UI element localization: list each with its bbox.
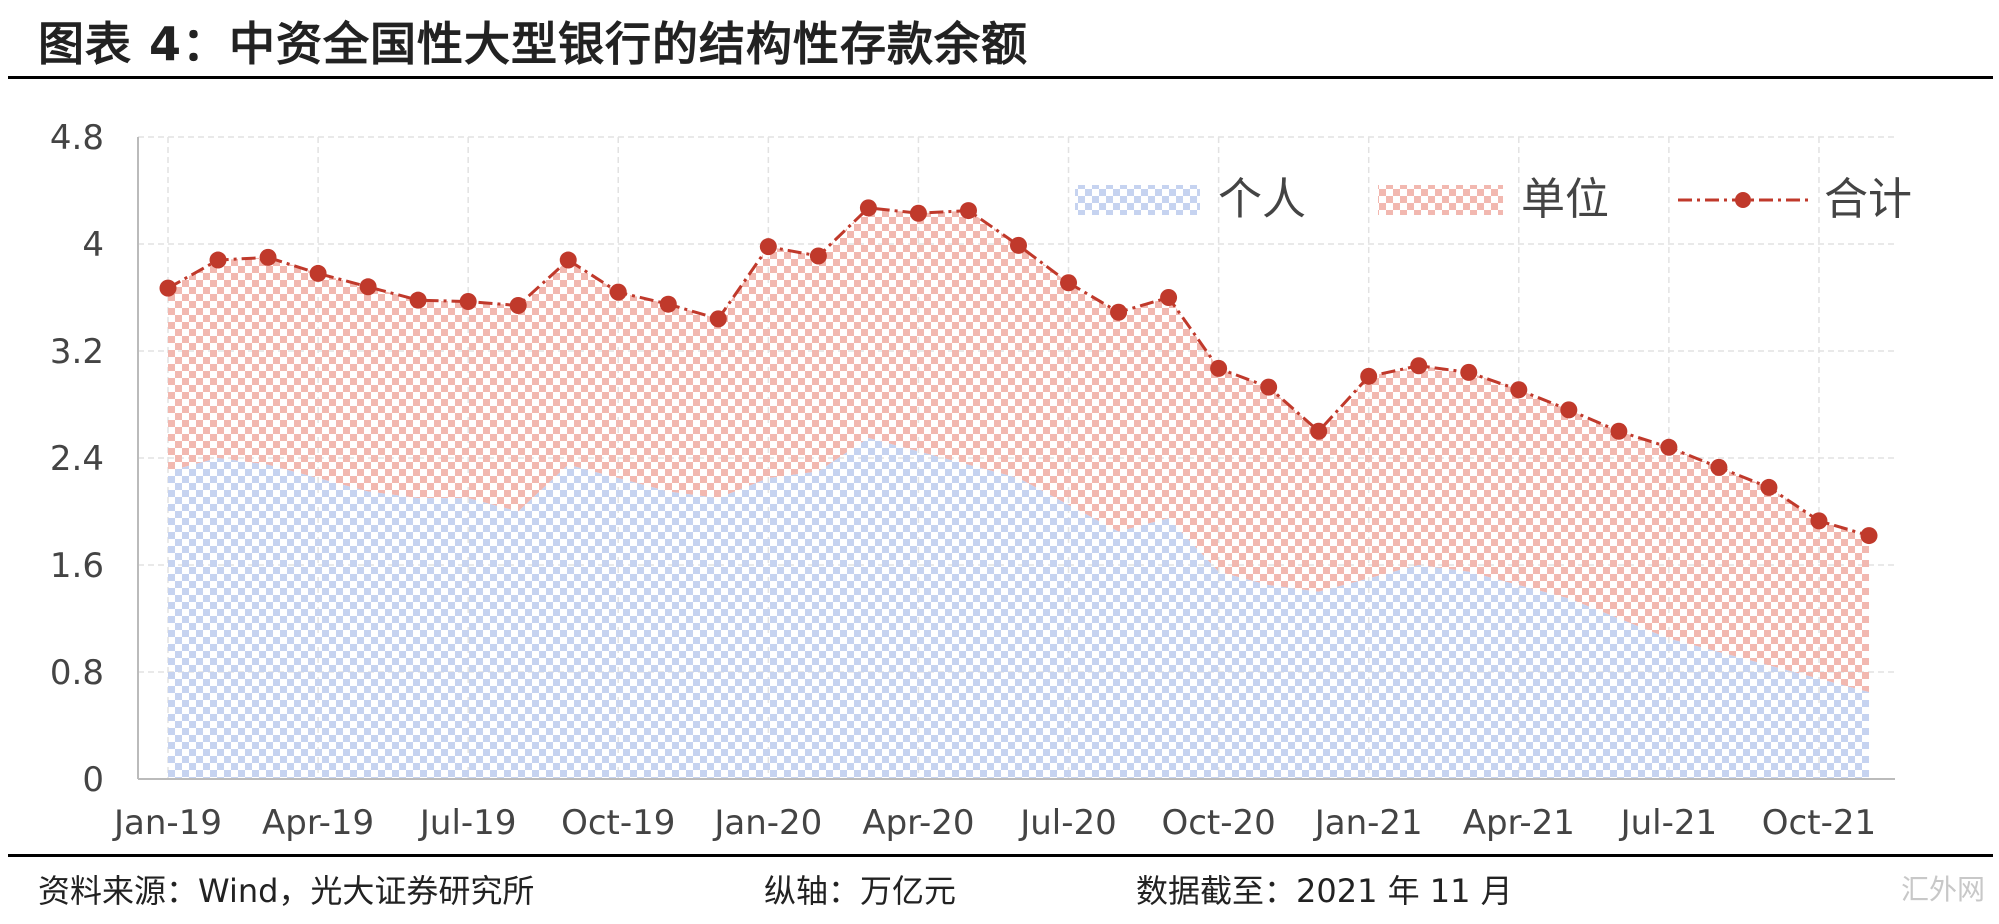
- footer-divider: [8, 854, 1993, 857]
- total-series: [159, 199, 1878, 545]
- total-point: [159, 279, 177, 297]
- total-point: [859, 199, 877, 217]
- total-point: [1060, 274, 1078, 292]
- page-title: 图表 4：中资全国性大型银行的结构性存款余额: [38, 17, 1029, 71]
- x-tick-label: Jan-20: [712, 803, 822, 843]
- total-point: [1310, 422, 1328, 440]
- total-point: [209, 251, 227, 269]
- total-point: [309, 264, 327, 282]
- x-tick-label: Jul-19: [418, 803, 517, 843]
- total-point: [1360, 367, 1378, 385]
- total-point: [759, 238, 777, 256]
- y-tick-label: 2.4: [50, 439, 104, 479]
- total-point: [1460, 363, 1478, 381]
- y-tick-label: 4.8: [50, 118, 104, 158]
- total-point: [1710, 458, 1728, 476]
- x-tick-label: Jan-21: [1313, 803, 1423, 843]
- y-tick-label: 3.2: [50, 332, 104, 372]
- total-point: [1610, 422, 1628, 440]
- chart: 0 0.8 1.6 2.4 3.2 4 4.8 Jan-19 Apr-19 Jul-19 Oct-1…: [50, 118, 1912, 843]
- x-tick-label: Apr-20: [862, 803, 974, 843]
- area-series: [168, 207, 1869, 779]
- total-point: [409, 291, 427, 309]
- total-point: [1860, 527, 1878, 545]
- legend-label-personal: 个人: [1218, 174, 1306, 225]
- data-date-note: 数据截至：2021 年 11 月: [1136, 872, 1513, 910]
- area-unit: [168, 207, 1869, 693]
- source-note: 资料来源：Wind，光大证券研究所: [38, 872, 535, 910]
- area-personal: [168, 437, 1869, 779]
- watermark-logo: 汇外网: [1900, 873, 1985, 906]
- total-point: [1110, 303, 1128, 321]
- total-point: [1260, 378, 1278, 396]
- title-divider: [8, 76, 1993, 79]
- y-tick-label: 4: [82, 225, 104, 265]
- total-point: [959, 202, 977, 220]
- y-tick-label: 0.8: [50, 653, 104, 693]
- x-tick-label: Oct-20: [1161, 803, 1275, 843]
- total-point: [1210, 359, 1228, 377]
- axes: 0 0.8 1.6 2.4 3.2 4 4.8 Jan-19 Apr-19 Jul-19 Oct-1…: [50, 118, 1895, 843]
- x-tick-label: Jul-20: [1018, 803, 1117, 843]
- total-point: [659, 295, 677, 313]
- y-tick-label: 0: [82, 760, 104, 800]
- x-tick-label: Apr-19: [262, 803, 374, 843]
- total-point: [1010, 236, 1027, 254]
- total-point: [1760, 478, 1778, 496]
- total-point: [709, 310, 727, 328]
- total-point: [259, 248, 277, 266]
- total-point: [809, 247, 827, 265]
- axis-unit-note: 纵轴：万亿元: [764, 872, 957, 910]
- legend: 个人 单位 合计: [1075, 174, 1912, 225]
- total-point: [1510, 381, 1528, 399]
- legend-swatch-personal: [1075, 185, 1200, 215]
- legend-swatch-unit: [1378, 185, 1503, 215]
- x-tick-label: Apr-21: [1463, 803, 1575, 843]
- total-point: [1410, 357, 1428, 375]
- legend-label-unit: 单位: [1521, 174, 1609, 225]
- total-point: [909, 204, 927, 222]
- legend-swatch-total-marker: [1735, 192, 1751, 208]
- total-point: [359, 278, 377, 296]
- y-tick-label: 1.6: [50, 546, 104, 586]
- total-point: [1660, 438, 1678, 456]
- total-point: [509, 297, 527, 315]
- total-point: [459, 293, 477, 311]
- total-point: [1810, 512, 1828, 530]
- total-point: [1560, 401, 1578, 419]
- x-tick-label: Jul-21: [1619, 803, 1718, 843]
- total-point: [1160, 289, 1178, 306]
- total-point: [559, 251, 577, 269]
- x-tick-label: Oct-19: [561, 803, 675, 843]
- x-tick-label: Oct-21: [1762, 803, 1876, 843]
- x-tick-label: Jan-19: [112, 803, 222, 843]
- total-point: [609, 283, 627, 301]
- legend-label-total: 合计: [1824, 174, 1912, 225]
